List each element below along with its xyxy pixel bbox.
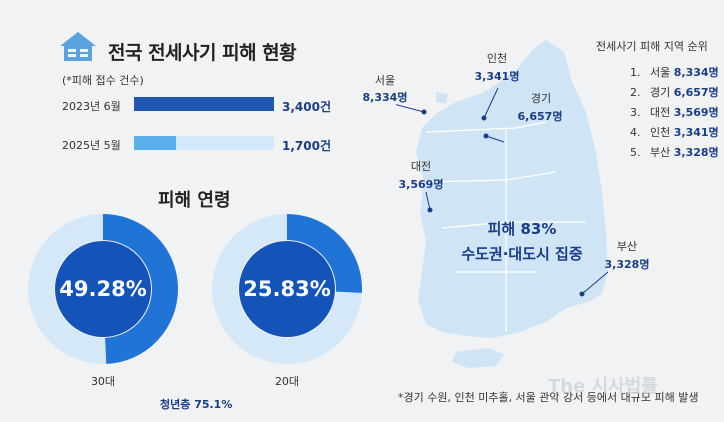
donut-20s xyxy=(212,214,362,364)
ranking-city: 부산 xyxy=(650,146,671,159)
watermark-logo: The 시사법률 xyxy=(548,376,658,397)
ranking-rank: 4. xyxy=(630,126,641,139)
ranking-rank: 1. xyxy=(630,66,641,79)
ranking-rank: 3. xyxy=(630,106,641,119)
bar-value-2023: 3,400건 xyxy=(282,100,331,114)
donut-30s xyxy=(28,214,178,364)
donut-arc-20s xyxy=(212,214,362,364)
ranking-city: 경기 xyxy=(650,86,671,99)
youth-note: 청년층 75.1% xyxy=(160,398,233,411)
city-count-busan: 3,328명 xyxy=(604,258,650,271)
bar-label-2025: 2025년 5월 xyxy=(62,139,121,152)
ranking-item: 5. 부산 3,328명 xyxy=(630,144,719,164)
page-title: 전국 전세사기 피해 현황 xyxy=(108,42,297,64)
city-name-daejeon: 대전 xyxy=(410,160,432,173)
house-icon xyxy=(60,32,96,61)
bar-track-2023 xyxy=(134,97,274,111)
ranking-city: 인천 xyxy=(650,126,671,139)
bar-2025 xyxy=(134,136,176,150)
city-name-gyeonggi: 경기 xyxy=(530,92,552,105)
bar-value-2025: 1,700건 xyxy=(282,139,331,153)
map-headline-2: 수도권·대도시 집중 xyxy=(461,245,583,263)
ranking-rank: 5. xyxy=(630,146,641,159)
ranking-rank: 2. xyxy=(630,86,641,99)
ranking-count: 3,341명 xyxy=(673,126,719,139)
city-count-daejeon: 3,569명 xyxy=(398,178,444,191)
footnote: *경기 수원, 인천 미추홀, 서울 관악 강서 등에서 대규모 피해 발생 xyxy=(398,391,699,404)
city-count-seoul: 8,334명 xyxy=(362,91,408,104)
subnote: (*피해 접수 건수) xyxy=(62,74,144,87)
donut-value-30s: 49.28% xyxy=(59,277,147,301)
ranking-count: 3,328명 xyxy=(673,146,719,159)
ranking-count: 3,569명 xyxy=(673,106,719,119)
age-section-title: 피해 연령 xyxy=(158,190,231,211)
ranking-count: 8,334명 xyxy=(673,66,719,79)
bar-2023 xyxy=(134,97,274,111)
ranking-item: 4. 인천 3,341명 xyxy=(630,124,719,144)
bar-label-2023: 2023년 6월 xyxy=(62,100,121,113)
donut-label-20s: 20대 xyxy=(274,375,300,388)
ranking-city: 서울 xyxy=(650,66,671,79)
ranking-item: 2. 경기 6,657명 xyxy=(630,84,719,104)
city-name-seoul: 서울 xyxy=(374,74,396,87)
ranking-city: 대전 xyxy=(650,106,671,119)
donut-label-30s: 30대 xyxy=(90,375,116,388)
ranking-item: 3. 대전 3,569명 xyxy=(630,104,719,124)
korea-map xyxy=(396,40,609,368)
map-headline-1: 피해 83% xyxy=(487,220,557,238)
city-count-gyeonggi: 6,657명 xyxy=(517,110,563,123)
ranking-item: 1. 서울 8,334명 xyxy=(630,64,719,84)
city-count-incheon: 3,341명 xyxy=(474,70,520,83)
bar-track-2025 xyxy=(134,136,274,150)
ranking-list: 1. 서울 8,334명 2. 경기 6,657명 3. 대전 3,569명 4. 인천… xyxy=(630,64,719,164)
city-name-busan: 부산 xyxy=(616,240,638,253)
ranking-count: 6,657명 xyxy=(673,86,719,99)
city-name-incheon: 인천 xyxy=(486,52,508,65)
donut-arc-30s xyxy=(28,214,178,364)
donut-value-20s: 25.83% xyxy=(243,277,331,301)
ranking-title: 전세사기 피해 지역 순위 xyxy=(596,40,708,53)
